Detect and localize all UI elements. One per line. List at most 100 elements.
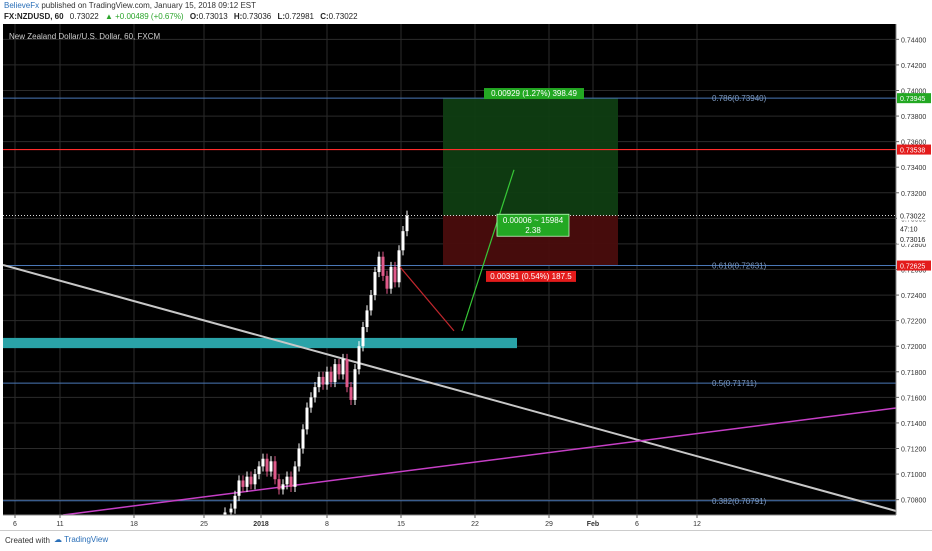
resistance-price-tag-text: 0.73538	[900, 148, 925, 155]
stop-price-tag: 0.72625	[897, 260, 931, 271]
low-value: 0.72981	[285, 12, 314, 21]
candle-body	[333, 364, 337, 383]
target-label: 0.00929 (1.27%) 398.49	[484, 88, 584, 100]
support-zone	[3, 337, 517, 349]
stop-price-tag-box	[897, 260, 931, 271]
candle-body	[337, 364, 341, 375]
candle-body	[281, 484, 285, 490]
time-tick-label: 11	[56, 521, 63, 528]
candle-body	[381, 256, 385, 276]
candle-body	[353, 369, 357, 400]
chart-drawings: 0.00929 (1.27%) 398.49 0.00006 ~ 159842.3…	[399, 88, 584, 332]
price-tick-label: 0.71800	[901, 370, 926, 377]
open-value: 0.73013	[198, 12, 228, 21]
candle-body	[377, 256, 381, 273]
candle-body	[345, 359, 349, 388]
time-tick-label: 18	[130, 521, 138, 528]
candle-body	[237, 480, 241, 496]
fib-level-label: 0.786(0.73940)	[712, 94, 767, 103]
price-tick-label: 0.74000	[901, 88, 926, 95]
target-zone	[443, 98, 618, 216]
candle-body	[405, 215, 409, 232]
candle-body	[321, 376, 325, 385]
price-tick-label: 0.72600	[901, 268, 926, 275]
tradingview-logo[interactable]: ☁ TradingView	[54, 535, 109, 544]
time-tick-label: 25	[200, 521, 208, 528]
candle-body	[277, 479, 281, 490]
price-tick-label: 0.74400	[901, 37, 926, 44]
bid-price-tag: 0.73016	[897, 233, 931, 244]
price-tick-label: 0.71600	[901, 395, 926, 402]
open-label: O:	[189, 12, 199, 21]
price-tick-label: 0.73600	[901, 140, 926, 147]
candle-body	[257, 466, 261, 475]
price-change: ▲ +0.00489 (+0.67%)	[104, 12, 184, 21]
time-tick-label: 6	[635, 521, 639, 528]
candle-body	[357, 346, 361, 370]
publish-line: BelieveFx published on TradingView.com, …	[4, 1, 256, 10]
chart-zones	[3, 98, 618, 349]
ascending-trendline	[62, 407, 897, 516]
bid-price-tag-box	[897, 233, 931, 244]
bid-price-tag-text: 0.73016	[900, 237, 925, 244]
fib-level-label: 0.618(0.72631)	[712, 262, 767, 271]
header-bar: BelieveFx published on TradingView.com, …	[0, 0, 932, 24]
candle-body	[245, 476, 249, 487]
target-price-tag-text: 0.73945	[900, 96, 925, 103]
projection-line-down	[399, 266, 455, 332]
target-label-box	[484, 88, 584, 100]
candle-body	[293, 466, 297, 487]
candle-body	[385, 275, 389, 289]
price-tick-label: 0.73400	[901, 165, 926, 172]
current-price-tag-text: 0.73022	[900, 214, 925, 221]
author-link[interactable]: BelieveFx	[4, 1, 40, 10]
high-label: H:	[233, 12, 243, 21]
countdown-tag-box	[897, 223, 931, 234]
candle-body	[241, 480, 245, 487]
candle-body	[273, 461, 277, 480]
time-tick-label: 2018	[253, 521, 269, 528]
publish-text: published on TradingView.com, January 15…	[41, 1, 257, 10]
chart-title: New Zealand Dollar/U.S. Dollar, 60, FXCM	[9, 32, 161, 41]
resistance-price-tag-box	[897, 144, 931, 155]
created-with-text: Created with	[5, 536, 50, 545]
price-tick-label: 0.71000	[901, 472, 926, 479]
time-tick-label: 12	[693, 521, 701, 528]
chart-area[interactable]: 0.786(0.73940) 0.618(0.72631) 0.5(0.71711)…	[2, 24, 932, 529]
candle-body	[373, 272, 377, 296]
candle-body	[289, 476, 293, 487]
time-tick-label: 15	[397, 521, 405, 528]
stop-label-text: 0.00391 (0.54%) 187.5	[490, 272, 572, 281]
candle-body	[369, 295, 373, 311]
candle-body	[253, 474, 257, 485]
time-tick-label: 8	[325, 521, 329, 528]
price-tick-label: 0.72000	[901, 344, 926, 351]
candle-body	[249, 476, 253, 485]
current-price-tag: 0.73022	[897, 210, 931, 221]
countdown-tag-text: 47:10	[900, 227, 918, 234]
stop-label-box	[486, 270, 576, 282]
price-chart[interactable]: 0.786(0.73940) 0.618(0.72631) 0.5(0.71711)…	[2, 24, 932, 529]
risk-reward-text: 0.00006 ~ 15984	[503, 216, 564, 225]
candle-body	[349, 387, 353, 400]
low-label: L:	[277, 12, 286, 21]
candle-body	[301, 429, 305, 449]
price-tick-label: 0.73200	[901, 191, 926, 198]
candle-body	[393, 266, 397, 283]
candle-body	[361, 327, 365, 347]
candle-body	[317, 376, 321, 388]
candle-body	[365, 310, 369, 328]
price-tick-label: 0.70800	[901, 498, 926, 505]
candle-body	[313, 387, 317, 398]
candle-body	[223, 512, 227, 517]
price-tick-label: 0.72800	[901, 242, 926, 249]
time-tick-label: 6	[13, 521, 17, 528]
candle-body	[297, 448, 301, 467]
candle-body	[269, 461, 273, 472]
price-tick-label: 0.72200	[901, 319, 926, 326]
time-tick-label: Feb	[587, 521, 599, 528]
close-value: 0.73022	[328, 12, 358, 21]
candle-body	[309, 397, 313, 408]
candle-body	[233, 495, 237, 509]
countdown-tag: 47:10	[897, 223, 931, 234]
